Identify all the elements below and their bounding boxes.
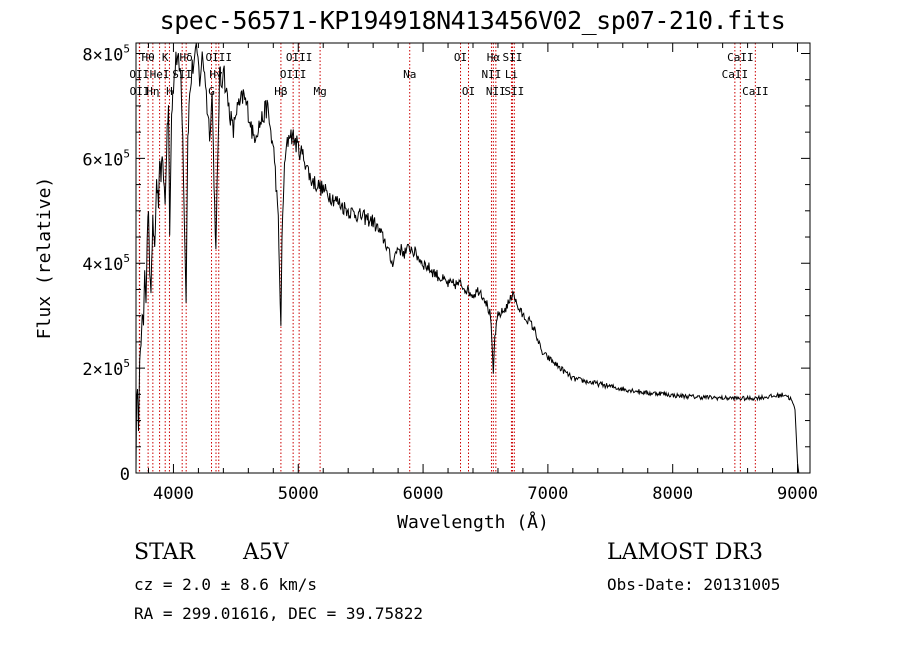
spectral-line-label: Hα xyxy=(487,51,501,64)
spectral-lines-layer xyxy=(138,43,756,473)
spectral-line-label: OII xyxy=(130,85,150,98)
y-tick-mantissa: 4×10 xyxy=(82,255,123,275)
spectral-line-label: NII xyxy=(482,68,502,81)
spectral-line-labels: OIIOIIHθHηHeIKHSIIHδGHγOIIIHβOIIIOIIIMgN… xyxy=(129,51,768,98)
y-tick-exponent: 5 xyxy=(123,42,130,55)
redshift-info: cz = 2.0 ± 8.6 km/s xyxy=(134,575,318,594)
spectral-line-label: Mg xyxy=(313,85,326,98)
spectral-line-label: Hθ xyxy=(141,51,154,64)
spectral-line-label: OII xyxy=(129,68,149,81)
axis-ticks: 4000 5000 6000 7000 8000 900002×1054×1056×105… xyxy=(82,42,818,504)
spectral-line-label: CaII xyxy=(727,51,754,64)
object-subclass: A5V xyxy=(243,540,289,565)
object-class: STAR xyxy=(134,540,195,565)
spectrum-line xyxy=(135,43,800,474)
y-tick-label: 8×105 xyxy=(82,42,130,65)
spectral-line-label: NII xyxy=(486,85,506,98)
y-tick-exponent: 5 xyxy=(123,357,130,370)
x-tick-label: 6000 xyxy=(403,484,444,504)
x-tick-label: 9000 xyxy=(777,484,818,504)
coordinates: RA = 299.01616, DEC = 39.75822 xyxy=(134,604,423,623)
spectral-line-label: OIII xyxy=(206,51,233,64)
spectral-line-label: Hδ xyxy=(180,51,193,64)
y-tick-label: 6×105 xyxy=(82,147,130,170)
spectral-line-label: SII xyxy=(172,68,192,81)
observation-date: Obs-Date: 20131005 xyxy=(607,575,781,594)
x-axis-label: Wavelength (Å) xyxy=(397,511,549,533)
spectral-line-label: Hβ xyxy=(274,85,288,98)
x-tick-label: 8000 xyxy=(652,484,693,504)
x-tick-label: 5000 xyxy=(278,484,319,504)
survey-name: LAMOST DR3 xyxy=(607,540,763,565)
x-tick-label: 7000 xyxy=(527,484,568,504)
spectral-line-label: Na xyxy=(403,68,416,81)
y-tick-exponent: 5 xyxy=(123,252,130,265)
y-axis-label: Flux (relative) xyxy=(34,177,55,340)
y-tick-exponent: 5 xyxy=(123,147,130,160)
y-tick-mantissa: 8×10 xyxy=(82,45,123,65)
y-tick-mantissa: 6×10 xyxy=(82,150,123,170)
chart-title: spec-56571-KP194918N413456V02_sp07-210.f… xyxy=(159,6,786,35)
y-tick-label: 0 xyxy=(120,465,130,485)
spectral-line-label: Li xyxy=(505,68,518,81)
spectral-line-label: SII xyxy=(503,51,523,64)
spectral-line-label: HeI xyxy=(150,68,170,81)
spectral-line-label: K xyxy=(162,51,169,64)
spectral-line-label: OIII xyxy=(280,68,307,81)
x-tick-label: 4000 xyxy=(153,484,194,504)
y-tick-mantissa: 2×10 xyxy=(82,360,123,380)
spectral-line-label: OIII xyxy=(286,51,313,64)
spectral-line-label: H xyxy=(166,85,173,98)
y-tick-label: 2×105 xyxy=(82,357,130,380)
spectral-line-label: CaII xyxy=(742,85,769,98)
spectral-line-label: OI xyxy=(454,51,467,64)
y-tick-mantissa: 0 xyxy=(120,465,130,485)
y-tick-label: 4×105 xyxy=(82,252,130,275)
spectral-line-label: CaII xyxy=(722,68,749,81)
spectral-line-label: Hη xyxy=(146,85,159,98)
spectral-line-label: OI xyxy=(462,85,475,98)
spectral-line-label: G xyxy=(208,85,215,98)
spectral-line-label: SII xyxy=(504,85,524,98)
